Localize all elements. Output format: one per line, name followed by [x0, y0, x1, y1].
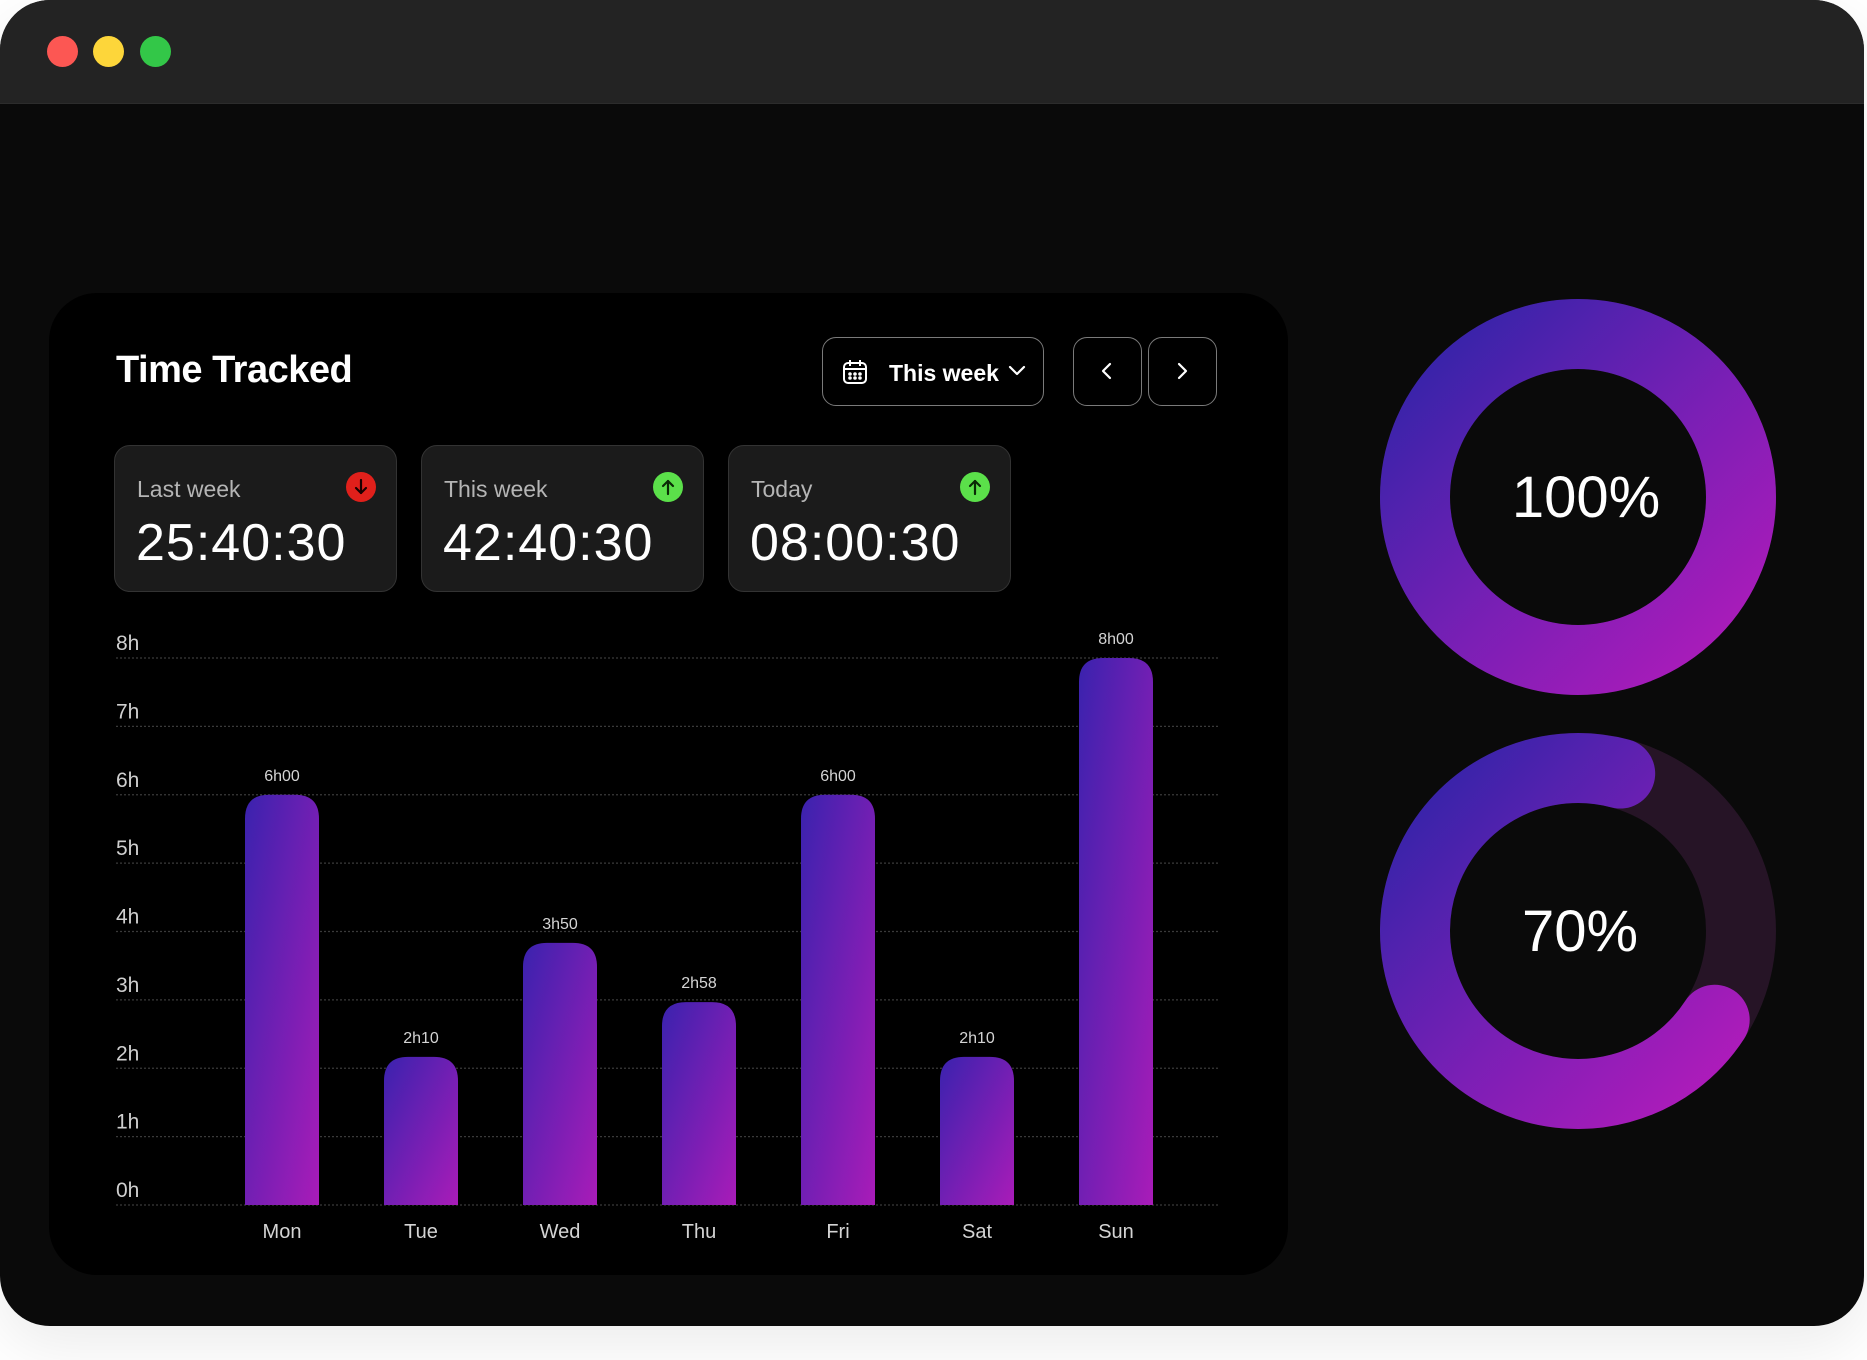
bar-value-label: 8h00	[1098, 631, 1134, 648]
bar-mon[interactable]	[245, 794, 319, 1205]
title-bar	[0, 0, 1864, 104]
x-tick-label: Mon	[263, 1221, 302, 1243]
stat-card-this-week: This week 42:40:30	[421, 445, 704, 592]
calendar-icon	[841, 358, 869, 391]
donut-percent-label: 70%	[1522, 899, 1638, 964]
bar-value-label: 3h50	[542, 916, 578, 933]
range-select-label: This week	[889, 360, 999, 386]
x-tick-label: Tue	[404, 1221, 438, 1243]
bar-value-label: 6h00	[820, 768, 856, 785]
bar-thu[interactable]	[662, 1002, 736, 1205]
y-tick-label: 2h	[116, 1042, 139, 1065]
y-tick-label: 3h	[116, 974, 139, 997]
stat-value: 08:00:30	[750, 514, 961, 572]
stat-label: This week	[444, 476, 548, 502]
y-tick-label: 5h	[116, 837, 139, 860]
next-period-button[interactable]	[1148, 337, 1217, 406]
stat-label: Last week	[137, 476, 241, 502]
trend-up-icon	[653, 472, 683, 502]
bar-value-label: 2h10	[959, 1030, 995, 1047]
x-tick-label: Fri	[826, 1221, 849, 1243]
stat-card-today: Today 08:00:30	[728, 445, 1011, 592]
chevron-down-icon	[1008, 364, 1026, 383]
y-tick-label: 4h	[116, 906, 139, 929]
time-tracked-card: Time Tracked This week	[49, 293, 1288, 1275]
x-tick-label: Sun	[1098, 1221, 1134, 1243]
x-tick-label: Wed	[540, 1221, 581, 1243]
donut-1: 100%	[1380, 299, 1776, 695]
bar-tue[interactable]	[384, 1056, 458, 1205]
donut-2: 70%	[1380, 733, 1776, 1129]
x-tick-label: Sat	[962, 1221, 992, 1243]
bar-sat[interactable]	[940, 1056, 1014, 1205]
close-window-button[interactable]	[47, 36, 78, 67]
trend-down-icon	[346, 472, 376, 502]
bar-value-label: 2h58	[681, 975, 717, 992]
card-title: Time Tracked	[116, 349, 353, 391]
minimize-window-button[interactable]	[93, 36, 124, 67]
donut-progress-arc	[1380, 733, 1750, 1129]
stat-card-last-week: Last week 25:40:30	[114, 445, 397, 592]
previous-period-button[interactable]	[1073, 337, 1142, 406]
donut-percent-label: 100%	[1512, 465, 1660, 530]
stat-label: Today	[751, 476, 813, 502]
maximize-window-button[interactable]	[140, 36, 171, 67]
range-select[interactable]: This week	[822, 337, 1044, 406]
bar-value-label: 2h10	[403, 1030, 439, 1047]
bar-value-label: 6h00	[264, 768, 300, 785]
stat-value: 25:40:30	[136, 514, 347, 572]
progress-donuts: 100% 70%	[1380, 299, 1776, 1129]
y-tick-label: 0h	[116, 1179, 139, 1202]
bar-wed[interactable]	[523, 942, 597, 1205]
bar-fri[interactable]	[801, 794, 875, 1205]
y-tick-label: 7h	[116, 700, 139, 723]
app-window: Time Tracked This week	[0, 0, 1864, 1326]
y-tick-label: 8h	[116, 632, 139, 655]
trend-up-icon	[960, 472, 990, 502]
daily-time-bar-chart: 0h 1h 2h 3h 4h 5h 6h 7h 8h 6h00 Mon 2h10 Tue 3h50 Wed 2…	[116, 631, 1219, 1243]
bar-sun[interactable]	[1079, 658, 1153, 1205]
stat-value: 42:40:30	[443, 514, 654, 572]
y-tick-label: 1h	[116, 1111, 139, 1134]
y-tick-label: 6h	[116, 769, 139, 792]
x-tick-label: Thu	[682, 1221, 716, 1243]
donut-progress-ring	[1380, 299, 1776, 695]
